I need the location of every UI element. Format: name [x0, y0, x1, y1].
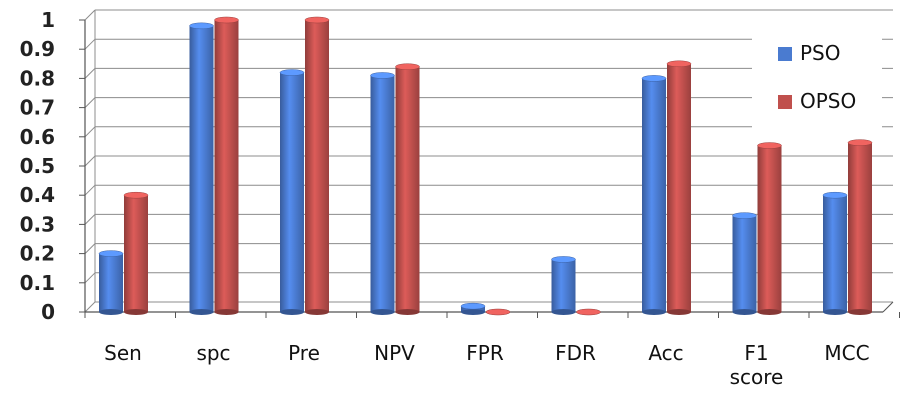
- bar-opso-pre: [304, 16, 330, 315]
- y-tick-label: 1: [41, 8, 55, 32]
- gridline-diagonal: [84, 184, 96, 196]
- bar-pso-sen: [98, 250, 124, 315]
- x-tick-label: NPV: [374, 341, 415, 365]
- legend-label-opso: OPSO: [800, 89, 856, 113]
- bar-opso-fpr: [485, 308, 511, 316]
- gridline-diagonal: [84, 38, 96, 50]
- y-tick-label: 0.6: [20, 125, 55, 149]
- gridline-diagonal: [84, 243, 96, 254]
- y-tick-label: 0.4: [20, 183, 55, 207]
- legend-label-pso: PSO: [800, 41, 841, 65]
- gridline-diagonal: [84, 126, 96, 138]
- bar-pso-spc: [189, 22, 214, 315]
- legend-swatch-opso: [778, 95, 792, 109]
- x-tick-label: spc: [196, 341, 230, 365]
- x-tick-label: F1: [744, 341, 768, 365]
- bar-pso-npv: [370, 72, 395, 315]
- bar-opso-f1-score: [757, 142, 782, 315]
- bar-opso-mcc: [847, 139, 873, 315]
- bar-pso-pre: [279, 69, 305, 315]
- x-tick-label: Sen: [104, 341, 142, 365]
- x-tick-label: MCC: [824, 341, 869, 365]
- gridline-diagonal: [84, 272, 96, 284]
- y-tick-label: 0.7: [20, 96, 55, 120]
- floor-edge: [882, 301, 894, 313]
- legend-box: [752, 28, 882, 128]
- y-tick-label: 0.1: [20, 271, 55, 295]
- gridline-diagonal: [84, 301, 96, 313]
- y-tick-label: 0.2: [20, 242, 55, 266]
- y-tick-label: 0: [41, 300, 55, 324]
- gridline-diagonal: [84, 9, 96, 21]
- bar-opso-sen: [123, 191, 149, 315]
- bar-opso-npv: [395, 63, 420, 315]
- gridline-diagonal: [84, 68, 96, 79]
- y-tick-label: 0.5: [20, 154, 55, 178]
- bar-opso-spc: [214, 16, 239, 315]
- bar-pso-mcc: [822, 191, 848, 315]
- bars: [98, 16, 873, 316]
- x-tick-label: Pre: [288, 341, 320, 365]
- y-tick-label: 0.9: [20, 37, 55, 61]
- gridline-diagonal: [84, 214, 96, 225]
- gridline-diagonal: [84, 97, 96, 108]
- x-tick-label: Acc: [648, 341, 683, 365]
- x-tick-label: FPR: [466, 341, 504, 365]
- bar-pso-acc: [641, 75, 667, 315]
- y-tick-labels: 0 0.1 0.2 0.3 0.4 0.5 0.6 0.7 0.8 0.9 1: [20, 8, 55, 324]
- x-tick-label: score: [730, 365, 784, 389]
- legend: PSO OPSO: [752, 28, 882, 128]
- legend-swatch-pso: [778, 47, 792, 61]
- x-tick-label: FDR: [555, 341, 596, 365]
- y-tick-label: 0.8: [20, 66, 55, 90]
- bar-opso-fdr: [576, 308, 601, 316]
- bar-pso-fpr: [460, 302, 486, 315]
- y-tick-label: 0.3: [20, 212, 55, 236]
- bar-pso-f1-score: [732, 212, 757, 315]
- gridline-diagonal: [84, 155, 96, 167]
- bar-pso-fdr: [551, 256, 576, 315]
- bar-opso-acc: [666, 60, 692, 315]
